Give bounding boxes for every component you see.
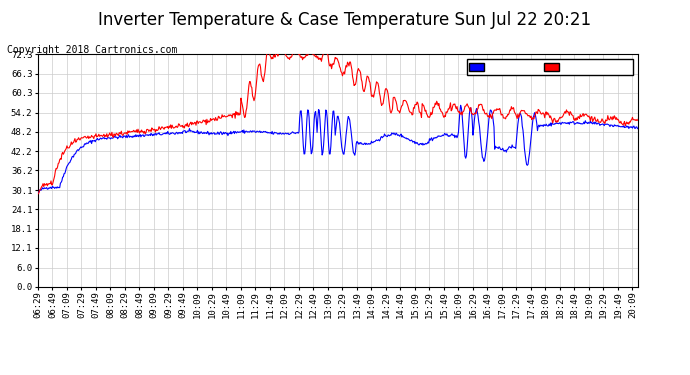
Text: Inverter Temperature & Case Temperature Sun Jul 22 20:21: Inverter Temperature & Case Temperature … <box>99 11 591 29</box>
Legend: Case  (°C), Inverter  (°C): Case (°C), Inverter (°C) <box>466 59 633 75</box>
Text: Copyright 2018 Cartronics.com: Copyright 2018 Cartronics.com <box>7 45 177 55</box>
